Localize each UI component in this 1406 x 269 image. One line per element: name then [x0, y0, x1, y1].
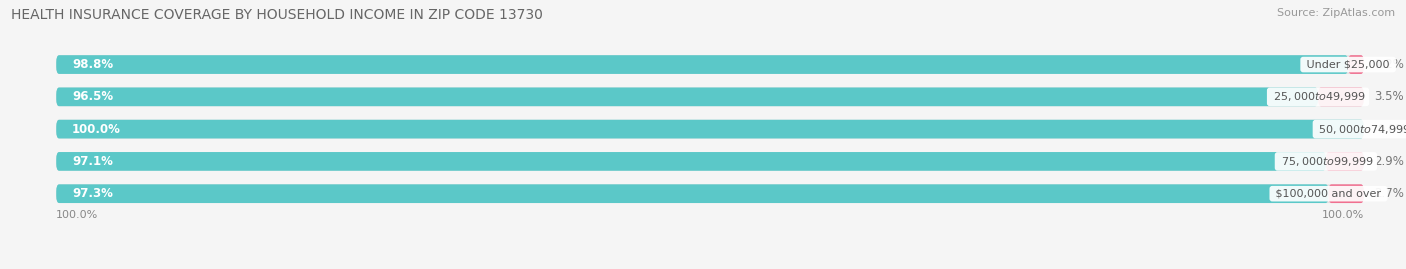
Text: 97.1%: 97.1%: [72, 155, 112, 168]
Text: $50,000 to $74,999: $50,000 to $74,999: [1316, 123, 1406, 136]
Text: 0.0%: 0.0%: [1376, 123, 1406, 136]
Text: 1.2%: 1.2%: [1374, 58, 1405, 71]
Text: Under $25,000: Under $25,000: [1303, 59, 1393, 70]
Text: $75,000 to $99,999: $75,000 to $99,999: [1278, 155, 1374, 168]
Text: $100,000 and over: $100,000 and over: [1272, 189, 1385, 199]
FancyBboxPatch shape: [56, 55, 1348, 74]
FancyBboxPatch shape: [56, 152, 1364, 171]
FancyBboxPatch shape: [56, 87, 1317, 106]
Text: 98.8%: 98.8%: [72, 58, 112, 71]
Text: 100.0%: 100.0%: [56, 210, 98, 221]
FancyBboxPatch shape: [56, 120, 1364, 139]
Text: 96.5%: 96.5%: [72, 90, 112, 103]
FancyBboxPatch shape: [1317, 87, 1364, 106]
FancyBboxPatch shape: [56, 184, 1329, 203]
Text: 2.9%: 2.9%: [1374, 155, 1405, 168]
FancyBboxPatch shape: [56, 55, 1364, 74]
FancyBboxPatch shape: [1329, 184, 1364, 203]
Text: 97.3%: 97.3%: [72, 187, 112, 200]
FancyBboxPatch shape: [56, 87, 1364, 106]
FancyBboxPatch shape: [1348, 55, 1364, 74]
Text: HEALTH INSURANCE COVERAGE BY HOUSEHOLD INCOME IN ZIP CODE 13730: HEALTH INSURANCE COVERAGE BY HOUSEHOLD I…: [11, 8, 543, 22]
Text: 3.5%: 3.5%: [1374, 90, 1405, 103]
Text: $25,000 to $49,999: $25,000 to $49,999: [1270, 90, 1367, 103]
Text: 100.0%: 100.0%: [72, 123, 121, 136]
FancyBboxPatch shape: [56, 184, 1364, 203]
FancyBboxPatch shape: [56, 152, 1326, 171]
Text: 100.0%: 100.0%: [1322, 210, 1364, 221]
FancyBboxPatch shape: [56, 120, 1364, 139]
Text: 2.7%: 2.7%: [1374, 187, 1405, 200]
FancyBboxPatch shape: [1326, 152, 1364, 171]
Text: Source: ZipAtlas.com: Source: ZipAtlas.com: [1277, 8, 1395, 18]
